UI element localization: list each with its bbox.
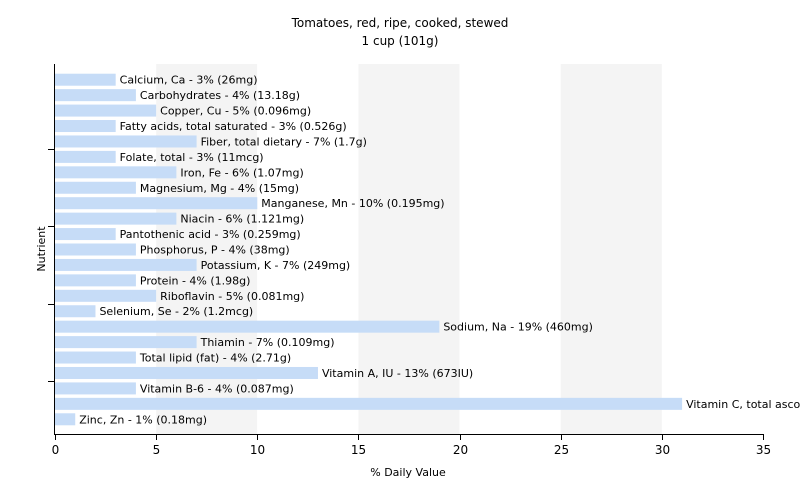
bar-label: Riboflavin - 5% (0.081mg) xyxy=(160,290,304,303)
grid-band xyxy=(560,64,662,434)
grid-bands xyxy=(55,64,763,434)
x-tick-label: 25 xyxy=(554,443,569,457)
x-tick-label: 5 xyxy=(153,443,161,457)
bar-label: Vitamin C, total ascorbic acid - 31% (18… xyxy=(686,398,800,411)
bar xyxy=(55,413,76,426)
bar xyxy=(55,135,197,148)
bar xyxy=(55,336,197,349)
bar xyxy=(55,397,683,410)
bar xyxy=(55,104,157,117)
bar xyxy=(55,382,136,395)
bar-label: Copper, Cu - 5% (0.096mg) xyxy=(160,105,311,118)
bar xyxy=(55,150,116,163)
bar xyxy=(55,320,440,333)
bar-label: Magnesium, Mg - 4% (15mg) xyxy=(140,182,299,195)
bar-label: Selenium, Se - 2% (1.2mcg) xyxy=(99,305,253,318)
x-tick-label: 35 xyxy=(756,443,771,457)
bar xyxy=(55,258,197,271)
bar-label: Fiber, total dietary - 7% (1.7g) xyxy=(201,135,367,148)
bar xyxy=(55,366,318,379)
bar-label: Sodium, Na - 19% (460mg) xyxy=(443,321,593,334)
bar-label: Iron, Fe - 6% (1.07mg) xyxy=(180,166,303,179)
grid-band xyxy=(661,64,763,434)
bar-label: Thiamin - 7% (0.109mg) xyxy=(200,336,335,349)
bar-label: Manganese, Mn - 10% (0.195mg) xyxy=(261,197,444,210)
bar-label: Vitamin A, IU - 13% (673IU) xyxy=(322,367,473,380)
bar-labels-group: Calcium, Ca - 3% (26mg) Carbohydrates - 4… xyxy=(79,74,800,427)
chart-title: Tomatoes, red, ripe, cooked, stewed xyxy=(291,16,509,30)
bar-label: Pantothenic acid - 3% (0.259mg) xyxy=(120,228,301,241)
x-ticks-group: 0 5 10 15 20 25 30 35 xyxy=(52,434,771,457)
bar-label: Fatty acids, total saturated - 3% (0.526… xyxy=(120,120,347,133)
bar-label: Phosphorus, P - 4% (38mg) xyxy=(140,244,290,257)
bar-label: Potassium, K - 7% (249mg) xyxy=(201,259,351,272)
bar-label: Vitamin B-6 - 4% (0.087mg) xyxy=(140,382,294,395)
y-ticks-group xyxy=(48,149,55,382)
grid-band xyxy=(358,64,460,434)
grid-band xyxy=(459,64,561,434)
x-tick-label: 20 xyxy=(453,443,468,457)
axes-group xyxy=(54,64,763,435)
bar xyxy=(55,243,136,256)
x-tick-label: 30 xyxy=(655,443,670,457)
bar xyxy=(55,351,136,364)
chart-subtitle: 1 cup (101g) xyxy=(362,34,439,48)
bar xyxy=(55,197,258,210)
bar xyxy=(55,166,177,179)
x-axis-label: % Daily Value xyxy=(370,466,446,479)
bar xyxy=(55,212,177,225)
bar xyxy=(55,274,136,287)
bar xyxy=(55,73,116,86)
x-tick-label: 0 xyxy=(52,443,60,457)
bar xyxy=(55,181,136,194)
bars-group xyxy=(55,73,683,426)
bar xyxy=(55,289,157,302)
x-tick-label: 15 xyxy=(351,443,366,457)
x-tick-label: 10 xyxy=(250,443,265,457)
bar-label: Protein - 4% (1.98g) xyxy=(140,274,251,287)
bar xyxy=(55,120,116,133)
bar xyxy=(55,89,136,102)
bar-label: Folate, total - 3% (11mcg) xyxy=(120,151,264,164)
bar-label: Total lipid (fat) - 4% (2.71g) xyxy=(139,352,291,365)
bar-label: Niacin - 6% (1.121mg) xyxy=(180,213,304,226)
bar-label: Carbohydrates - 4% (13.18g) xyxy=(140,89,300,102)
bar-label: Zinc, Zn - 1% (0.18mg) xyxy=(79,413,207,426)
bar xyxy=(55,305,96,318)
bar xyxy=(55,228,116,241)
y-axis-label: Nutrient xyxy=(35,226,48,272)
bar-label: Calcium, Ca - 3% (26mg) xyxy=(120,74,258,87)
